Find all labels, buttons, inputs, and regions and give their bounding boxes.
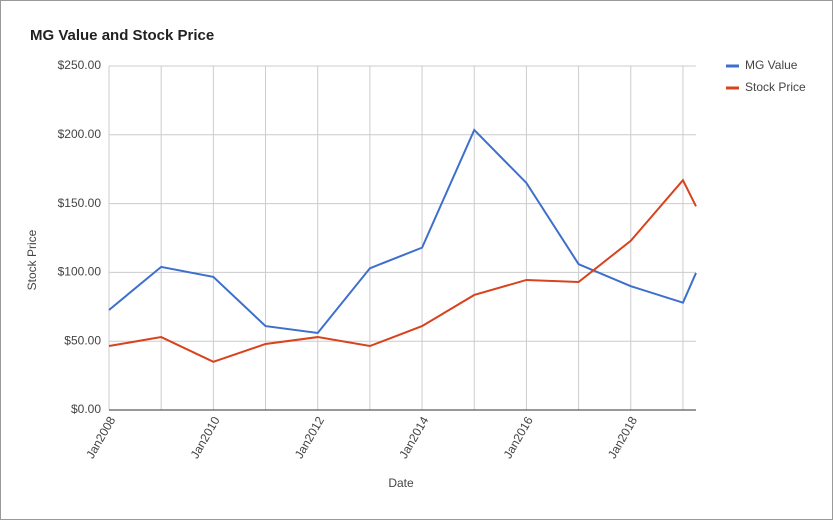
- chart-title: MG Value and Stock Price: [30, 27, 214, 44]
- legend-label: MG Value: [745, 58, 798, 72]
- y-axis-label: Stock Price: [25, 229, 39, 290]
- x-axis-label: Date: [388, 476, 414, 490]
- y-tick-label: $250.00: [58, 58, 102, 72]
- y-tick-label: $200.00: [58, 127, 102, 141]
- legend-label: Stock Price: [745, 80, 806, 94]
- y-tick-label: $50.00: [64, 333, 101, 347]
- series-line: [108, 178, 697, 363]
- y-tick-label: $0.00: [71, 402, 101, 416]
- series-line: [108, 128, 697, 335]
- y-tick-label: $100.00: [58, 265, 102, 279]
- y-tick-label: $150.00: [58, 196, 102, 210]
